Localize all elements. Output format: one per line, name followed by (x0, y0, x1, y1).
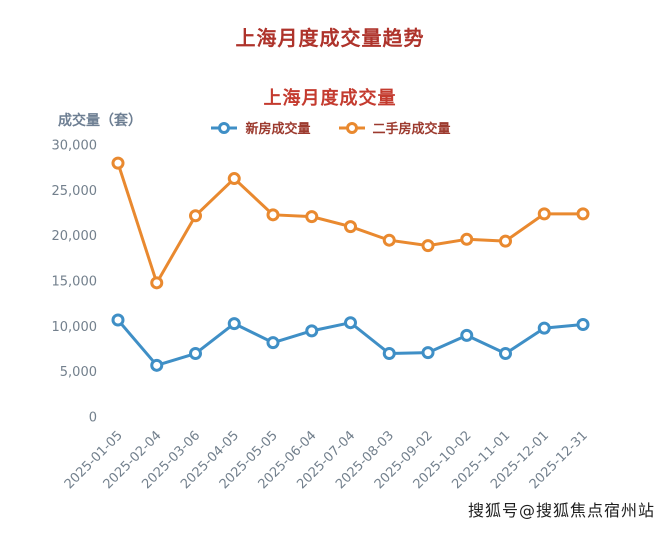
line-with-circle-marker-icon (211, 121, 238, 134)
legend-item-new-homes: 新房成交量 (209, 118, 311, 137)
y-axis-tick-label: 10,000 (52, 320, 98, 335)
data-point-second-hand (382, 233, 396, 247)
data-point-second-hand (227, 172, 241, 186)
page-title: 上海月度成交量趋势 (235, 26, 425, 50)
y-axis-tick-label: 0 (89, 411, 97, 426)
data-point-second-hand (189, 209, 202, 223)
data-point-new-homes (305, 324, 319, 338)
data-point-second-hand (421, 239, 435, 253)
data-point-second-hand (305, 210, 319, 224)
data-point-new-homes (421, 346, 435, 360)
data-point-second-hand (460, 232, 474, 246)
y-axis-tick-label: 5,000 (60, 365, 97, 380)
data-point-new-homes (537, 321, 551, 335)
data-point-new-homes (576, 318, 590, 332)
y-axis-tick-label: 20,000 (52, 229, 98, 244)
data-point-new-homes (189, 347, 202, 361)
watermark: 搜狐号@搜狐焦点宿州站 (467, 501, 655, 520)
data-point-second-hand (266, 208, 280, 222)
data-point-new-homes (460, 328, 474, 342)
line-with-circle-marker-icon (338, 121, 365, 134)
line-chart: 05,00010,00015,00020,00025,00030,0002025… (52, 139, 591, 493)
data-point-new-homes (111, 313, 125, 327)
data-point-new-homes (266, 336, 280, 350)
y-axis-label: 成交量（套） (58, 113, 142, 129)
legend-item-second-hand: 二手房成交量 (337, 118, 451, 137)
data-point-second-hand (111, 156, 125, 170)
data-point-second-hand (150, 276, 164, 290)
data-point-second-hand (499, 234, 512, 248)
y-axis-tick-label: 30,000 (52, 139, 98, 154)
data-point-new-homes (344, 316, 357, 330)
data-point-new-homes (227, 317, 241, 331)
data-point-second-hand (537, 207, 551, 221)
data-point-second-hand (576, 207, 590, 221)
data-point-second-hand (344, 220, 357, 234)
y-axis-tick-label: 25,000 (52, 184, 98, 199)
y-axis-tick-label: 15,000 (52, 275, 98, 290)
legend-label-new-homes: 新房成交量 (245, 122, 311, 137)
chart-legend: 新房成交量 二手房成交量 (0, 118, 660, 137)
data-point-new-homes (150, 358, 164, 372)
data-point-new-homes (382, 347, 396, 361)
chart-title: 上海月度成交量 (263, 88, 397, 109)
legend-label-second-hand: 二手房成交量 (372, 122, 451, 137)
data-point-new-homes (499, 347, 512, 361)
